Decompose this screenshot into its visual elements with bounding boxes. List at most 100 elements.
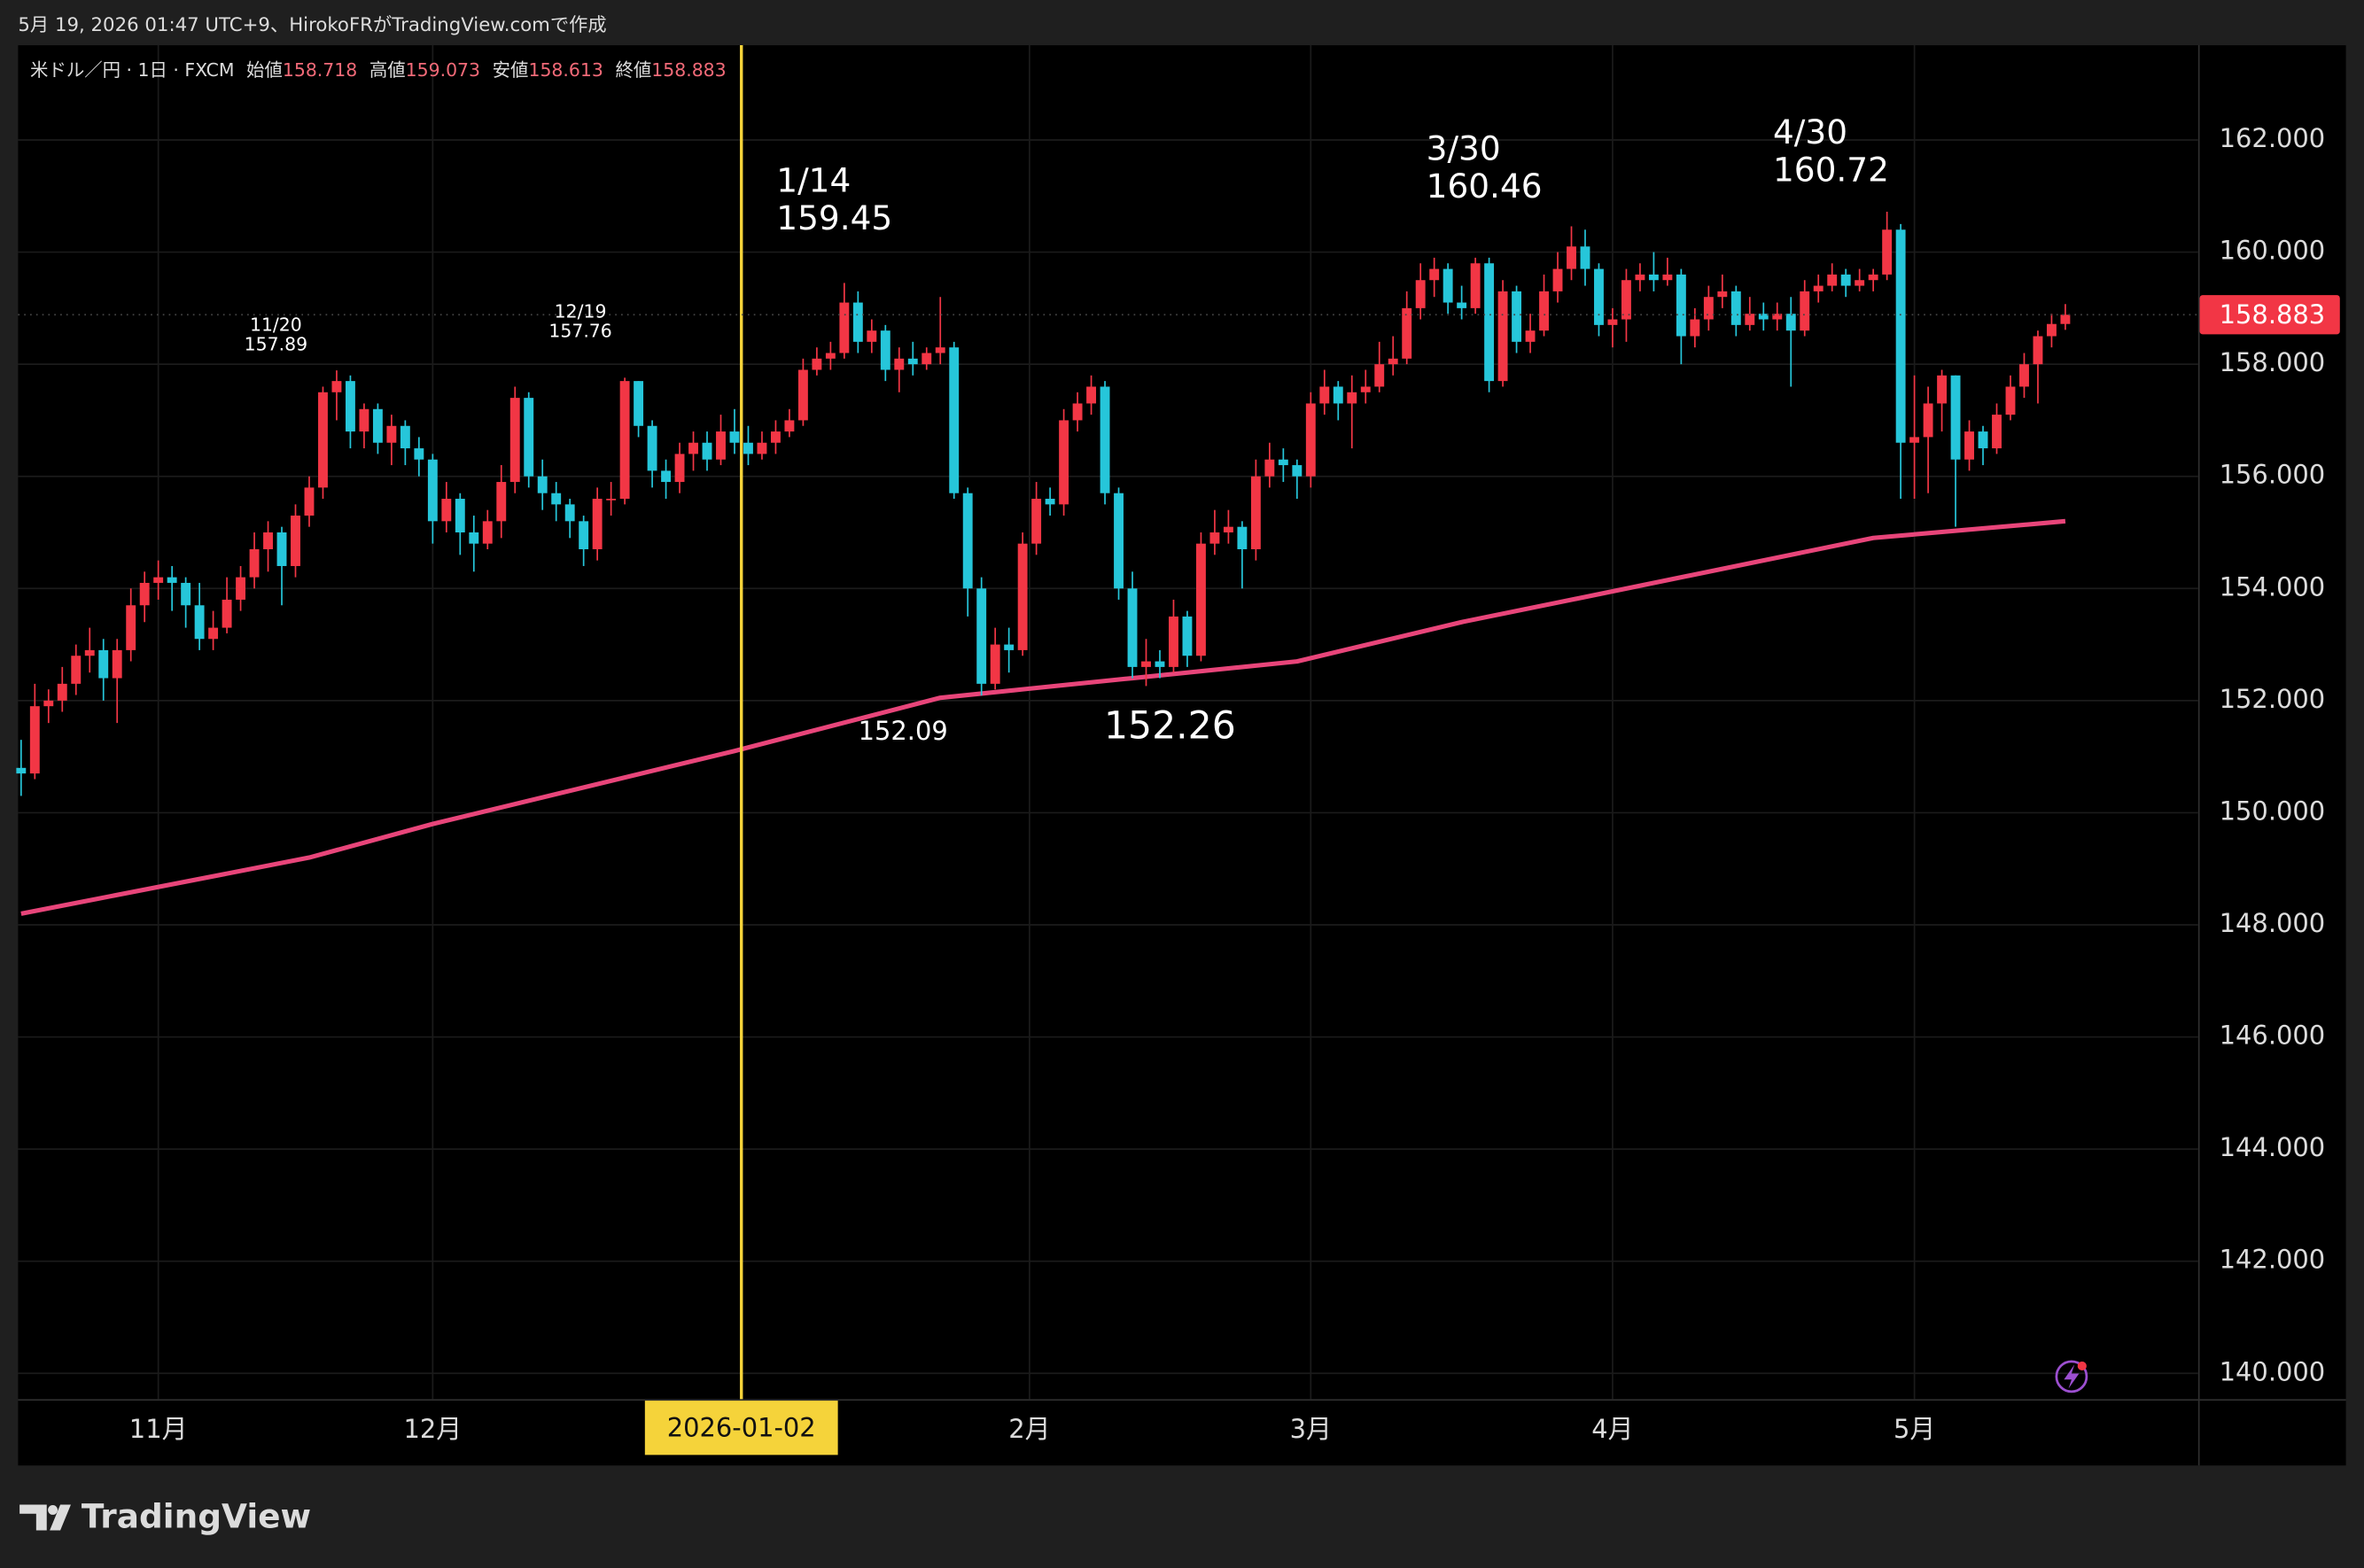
x-tick-label: 2月: [1008, 1414, 1050, 1444]
candle-body: [469, 532, 479, 544]
candle-body: [825, 353, 836, 359]
candle-body: [71, 656, 82, 684]
candle-body: [1086, 386, 1097, 404]
candle-body: [770, 431, 781, 443]
candle-body: [139, 582, 150, 606]
annotation-price: 152.26: [1104, 705, 1236, 749]
header: 5月 19, 2026 01:47 UTC+9、HirokoFRがTrading…: [18, 14, 606, 36]
candle-body: [2046, 323, 2057, 337]
candle-body: [1347, 392, 1357, 404]
annotation-date: 11/20: [250, 314, 302, 336]
candle-body: [455, 499, 465, 533]
annotation-price: 160.72: [1773, 151, 1889, 190]
y-tick-label: 160.000: [2220, 236, 2326, 266]
candle-body: [1964, 431, 1974, 460]
y-tick-label: 140.000: [2220, 1356, 2326, 1386]
x-tick-label: 12月: [403, 1414, 462, 1444]
candle-body: [1937, 375, 1948, 404]
y-tick-label: 142.000: [2220, 1245, 2326, 1275]
candle-body: [441, 499, 452, 522]
candle-body: [276, 532, 287, 566]
candle-body: [1209, 532, 1220, 544]
candle-body: [372, 408, 383, 443]
candle-body: [1594, 268, 1604, 325]
candle-body: [990, 644, 1000, 684]
candle-body: [716, 431, 726, 460]
candle-body: [1992, 415, 2002, 449]
axes: 140.000 142.000 144.000 146.000 148.000 150.0…: [129, 123, 2340, 1455]
alert-icon[interactable]: [2055, 1360, 2088, 1393]
candle-body: [345, 381, 355, 432]
candle-body: [1512, 291, 1522, 342]
candle-body: [496, 482, 507, 522]
candle-body: [1772, 314, 1783, 320]
candle-body: [524, 398, 534, 477]
candle-body: [1690, 319, 1700, 337]
candle-body: [359, 408, 369, 432]
candle-body: [1402, 307, 1412, 359]
y-tick-label: 154.000: [2220, 571, 2326, 602]
candle-body: [181, 582, 191, 606]
candle-body: [1223, 526, 1233, 533]
candle-body: [304, 487, 315, 516]
last-price-label: 158.883: [2220, 299, 2326, 330]
candle-body: [1155, 661, 1165, 667]
candle-body: [1813, 285, 1824, 291]
candle-body: [894, 358, 905, 370]
candle-body: [84, 649, 95, 656]
candle-body: [647, 425, 657, 471]
candle-body: [1305, 403, 1316, 477]
ohlc-label: 終値: [615, 59, 651, 81]
candle-body: [1855, 280, 1865, 286]
y-tick-label: 146.000: [2220, 1021, 2326, 1051]
candle-body: [743, 442, 753, 454]
candle-body: [153, 577, 164, 583]
candle-body: [1457, 302, 1467, 308]
candle-body: [1237, 526, 1248, 549]
candle-body: [208, 627, 219, 640]
candle-body: [812, 358, 822, 370]
candle-body: [1059, 420, 1069, 505]
candle-body: [1868, 274, 1878, 281]
candle-body: [1292, 465, 1303, 477]
y-tick-label: 156.000: [2220, 460, 2326, 490]
icon-circle: [2055, 1360, 2088, 1393]
candle-body: [1429, 268, 1440, 281]
candle-body: [1717, 291, 1728, 298]
candle-body: [606, 499, 617, 501]
candle-body: [1635, 274, 1645, 281]
annotation-price: 159.45: [776, 198, 892, 237]
candle-body: [674, 454, 685, 483]
candle-body: [1785, 314, 1796, 331]
candle-body: [1745, 314, 1755, 325]
candle-body: [1978, 431, 1988, 449]
y-tick-label: 162.000: [2220, 123, 2326, 153]
ohlc-value: 158.718: [283, 59, 357, 81]
candle-body: [1045, 499, 1055, 505]
candle-body: [1539, 291, 1549, 331]
candle-body: [592, 499, 603, 549]
candle-body: [414, 448, 424, 460]
candle-body: [976, 588, 987, 684]
ohlc-label: 安値: [493, 59, 529, 81]
candle-body: [1621, 280, 1631, 320]
last-price-box: [2199, 295, 2340, 335]
y-tick-label: 148.000: [2220, 908, 2326, 938]
crosshair-label: 2026-01-02: [667, 1412, 816, 1442]
candle-body: [839, 302, 850, 353]
candle-body: [1676, 274, 1686, 337]
candle-body: [579, 521, 589, 549]
candle-body: [427, 459, 438, 522]
candle-body: [1895, 229, 1906, 443]
candle-body: [619, 381, 630, 500]
candle-body: [1552, 268, 1563, 291]
chart-panel: [18, 45, 2346, 1466]
candle-body: [551, 493, 562, 505]
candle-body: [1648, 274, 1659, 281]
logo-mark: [19, 1504, 71, 1531]
candle-body: [43, 700, 54, 707]
candle-body: [702, 442, 712, 460]
candle-body: [1264, 459, 1275, 477]
